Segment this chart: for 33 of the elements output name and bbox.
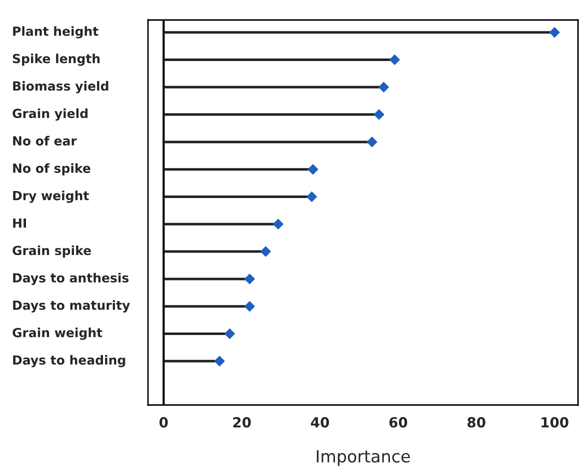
y-tick-label: Biomass yield <box>13 81 108 94</box>
x-tick-label: 80 <box>468 417 486 428</box>
point <box>374 109 384 120</box>
y-tick-label: Spike length <box>12 54 100 66</box>
point <box>308 164 318 175</box>
y-tick-label: No of ear <box>13 136 77 146</box>
y-tick-label: Grain spike <box>12 246 91 258</box>
y-tick-label: Days to maturity <box>13 300 130 312</box>
x-tick-label: 60 <box>389 417 408 428</box>
y-tick-label: Dry weight <box>13 190 89 203</box>
y-tick-label: Grain yield <box>12 108 88 121</box>
y-tick-label: Days to heading <box>13 355 126 368</box>
point <box>306 191 318 202</box>
y-tick-label: Plant height <box>13 26 98 38</box>
y-tick-label: Grain weight <box>12 328 102 340</box>
x-tick-label: 100 <box>542 417 568 428</box>
point <box>549 26 560 38</box>
x-tick-label: 20 <box>233 417 251 428</box>
point <box>272 218 284 230</box>
y-tick-label: HI <box>13 218 26 228</box>
point <box>214 356 225 367</box>
point <box>378 82 390 93</box>
y-tick-label: No of spike <box>13 163 90 176</box>
x-tick-label: 0 <box>159 417 168 428</box>
x-axis-title: Importance <box>316 450 410 466</box>
y-tick-label: Days to anthesis <box>13 272 129 286</box>
point <box>366 136 378 148</box>
point <box>224 328 236 340</box>
point <box>260 246 272 257</box>
point <box>244 300 256 312</box>
x-tick-label: 40 <box>310 417 329 428</box>
point <box>244 274 256 284</box>
point <box>389 54 400 66</box>
